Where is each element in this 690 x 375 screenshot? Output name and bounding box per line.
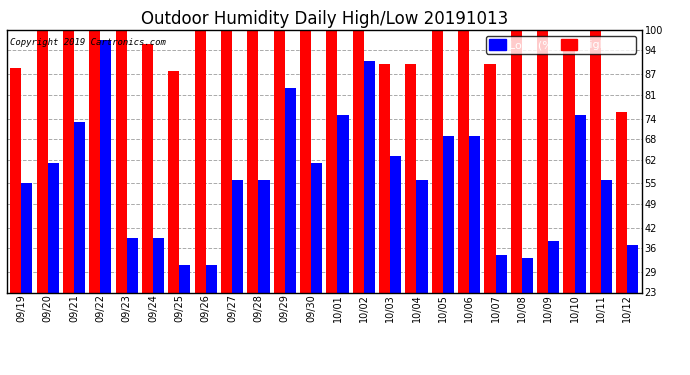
Bar	[48, 163, 59, 371]
Bar	[458, 30, 469, 371]
Bar	[10, 68, 21, 371]
Bar	[248, 30, 259, 371]
Bar	[37, 30, 48, 371]
Legend: Low  (%), High  (%): Low (%), High (%)	[486, 36, 636, 54]
Bar	[300, 30, 311, 371]
Bar	[495, 255, 506, 371]
Bar	[127, 238, 138, 371]
Bar	[364, 61, 375, 371]
Bar	[232, 180, 243, 371]
Bar	[406, 64, 417, 371]
Bar	[627, 245, 638, 371]
Bar	[511, 30, 522, 371]
Bar	[153, 238, 164, 371]
Bar	[575, 115, 586, 371]
Bar	[417, 180, 428, 371]
Bar	[564, 44, 575, 371]
Bar	[616, 112, 627, 371]
Bar	[168, 71, 179, 371]
Bar	[221, 30, 232, 371]
Bar	[89, 30, 101, 371]
Bar	[469, 136, 480, 371]
Bar	[432, 30, 443, 371]
Bar	[101, 40, 112, 371]
Bar	[443, 136, 454, 371]
Bar	[537, 30, 548, 371]
Text: Copyright 2019 Cartronics.com: Copyright 2019 Cartronics.com	[10, 38, 166, 47]
Bar	[116, 30, 127, 371]
Bar	[379, 64, 390, 371]
Bar	[390, 156, 401, 371]
Bar	[274, 30, 285, 371]
Bar	[259, 180, 270, 371]
Bar	[74, 122, 85, 371]
Bar	[179, 265, 190, 371]
Bar	[337, 115, 348, 371]
Bar	[142, 44, 153, 371]
Bar	[195, 30, 206, 371]
Bar	[522, 258, 533, 371]
Bar	[601, 180, 612, 371]
Bar	[548, 242, 560, 371]
Bar	[206, 265, 217, 371]
Bar	[353, 30, 364, 371]
Bar	[63, 30, 74, 371]
Bar	[21, 183, 32, 371]
Bar	[311, 163, 322, 371]
Title: Outdoor Humidity Daily High/Low 20191013: Outdoor Humidity Daily High/Low 20191013	[141, 10, 508, 28]
Bar	[285, 88, 296, 371]
Bar	[326, 30, 337, 371]
Bar	[590, 30, 601, 371]
Bar	[484, 64, 495, 371]
